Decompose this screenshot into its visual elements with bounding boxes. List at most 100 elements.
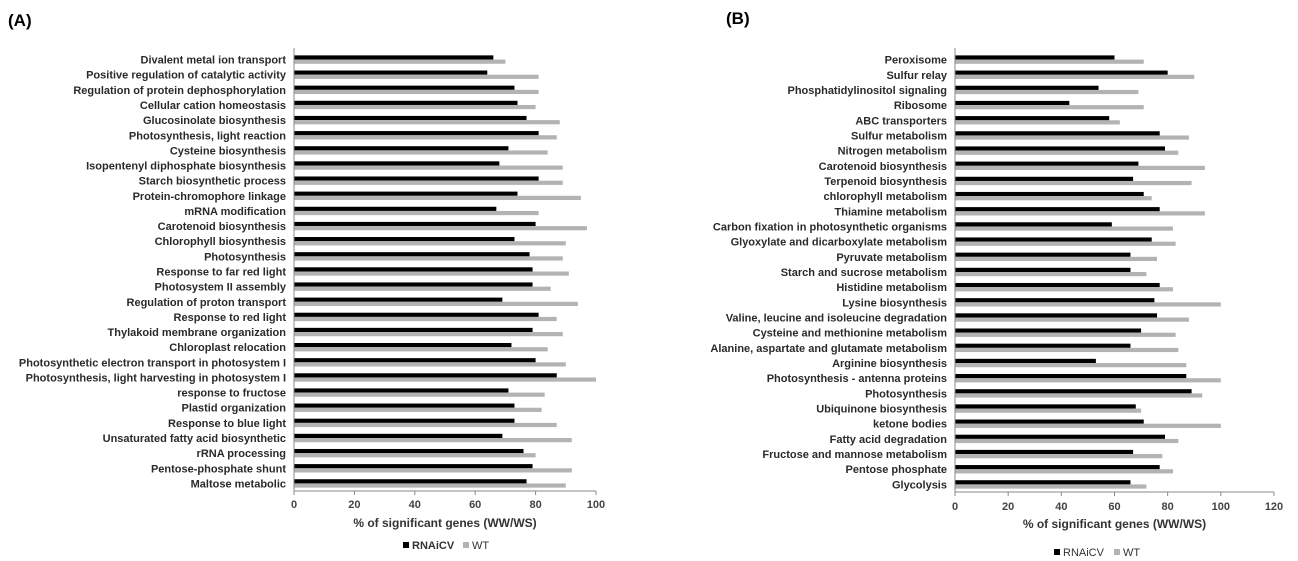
category-label: Glyoxylate and dicarboxylate metabolism [731,237,948,249]
wt-bar [294,392,545,397]
wt-bar [955,438,1179,444]
wt-bar [294,104,536,110]
category-label: Sulfur relay [886,70,947,82]
rnaicv-bar [955,161,1139,166]
rnaicv-bar [294,70,488,75]
category-label: Divalent metal ion transport [141,55,287,67]
rnaicv-bar [955,100,1070,106]
rnaicv-bar [294,115,527,121]
category-label: rRNA processing [197,448,286,460]
wt-bar [955,59,1144,64]
rnaicv-bar [294,373,557,378]
category-label: Pyruvate metabolism [836,252,947,264]
rnaicv-bar [955,55,1115,60]
category-label: Photosynthesis, light harvesting in phot… [26,372,286,384]
category-label: Regulation of proton transport [127,297,287,309]
rnaicv-bar [955,267,1131,272]
rnaicv-bar [294,403,515,408]
wt-bar [955,105,1144,110]
wt-bar [955,287,1173,292]
rnaicv-bar [955,313,1158,318]
wt-bar [294,468,572,473]
rnaicv-bar [955,343,1131,348]
legend: RNAiCV WT [1054,547,1140,559]
rnaicv-bar [955,207,1160,212]
wt-bar [955,272,1147,277]
category-label: mRNA modification [184,206,286,218]
rnaicv-bar [294,146,509,151]
category-label: Terpenoid biosynthesis [824,176,947,188]
wt-bar [955,317,1189,322]
category-label: Arginine biosynthesis [832,358,947,370]
wt-bar [294,165,563,170]
category-label: Pentose-phosphate shunt [151,463,286,475]
category-label: Carotenoid biosynthesis [158,221,286,233]
wt-bar [294,347,548,352]
category-label: Protein-chromophore linkage [133,191,286,203]
wt-bar [955,469,1173,474]
rnaicv-bar [955,419,1144,424]
wt-bar [294,362,566,367]
category-label: Unsaturated fatty acid biosynthetic [103,433,286,445]
wt-bar [955,302,1221,307]
wt-bar [294,483,566,488]
rnaicv-bar [955,85,1099,90]
x-tick-label: 80 [529,499,541,511]
rnaicv-bar [294,448,524,454]
rnaicv-bar [294,418,515,423]
rnaicv-bar [955,328,1142,333]
rnaicv-bar [955,374,1187,379]
rnaicv-bar [294,85,515,90]
wt-bar [294,286,551,291]
wt-bar [955,120,1120,125]
rnaicv-bar [294,479,527,484]
wt-bar [294,453,536,458]
category-label: Lysine biosynthesis [842,297,947,309]
category-label: Positive regulation of catalytic activit… [86,70,287,82]
rnaicv-bar [955,358,1096,364]
panel-label: (A) [8,11,32,30]
category-label: Maltose metabolic [191,478,286,490]
wt-bar [294,74,539,79]
rnaicv-bar [294,297,503,302]
wt-bar [294,438,572,443]
wt-bar [955,226,1173,231]
category-label: Thiamine metabolism [835,206,948,218]
wt-bar [294,195,581,201]
rnaicv-bar [294,433,503,439]
category-label: Sulfur metabolism [851,130,947,142]
x-tick-label: 100 [587,499,605,511]
x-tick-label: 20 [348,499,360,511]
rnaicv-bar [955,191,1144,197]
rnaicv-bar [955,131,1160,136]
rnaicv-bar [955,449,1134,455]
rnaicv-bar [955,480,1131,485]
rnaicv-bar [955,465,1160,470]
legend-swatch [463,542,469,548]
legend-label: RNAiCV [1063,547,1105,559]
wt-bar [955,454,1163,459]
legend-swatch [1114,549,1120,555]
wt-bar [294,256,563,261]
wt-bar [955,256,1158,262]
category-label: Histidine metabolism [836,282,947,294]
wt-bar [955,165,1205,170]
category-label: Response to far red light [156,267,286,279]
legend-label: WT [472,540,489,552]
wt-bar [955,180,1192,186]
category-label: Photosynthesis [865,388,947,400]
category-label: Regulation of protein dephosphorylation [73,85,286,97]
x-tick-label: 60 [469,499,481,511]
category-label: Nitrogen metabolism [838,146,948,158]
category-label: Carotenoid biosynthesis [819,161,947,173]
legend-swatch [1054,549,1060,555]
wt-bar [294,89,539,95]
rnaicv-bar [294,206,497,211]
chart-panel-a: (A) Divalent metal ion transport Positive … [8,11,605,552]
wt-bar [955,74,1195,79]
category-label: Cysteine biosynthesis [170,145,286,157]
x-tick-label: 100 [1212,501,1230,513]
category-label: Glycolysis [892,479,947,491]
category-label: chlorophyll metabolism [824,191,948,203]
category-label: ABC transporters [855,115,947,127]
